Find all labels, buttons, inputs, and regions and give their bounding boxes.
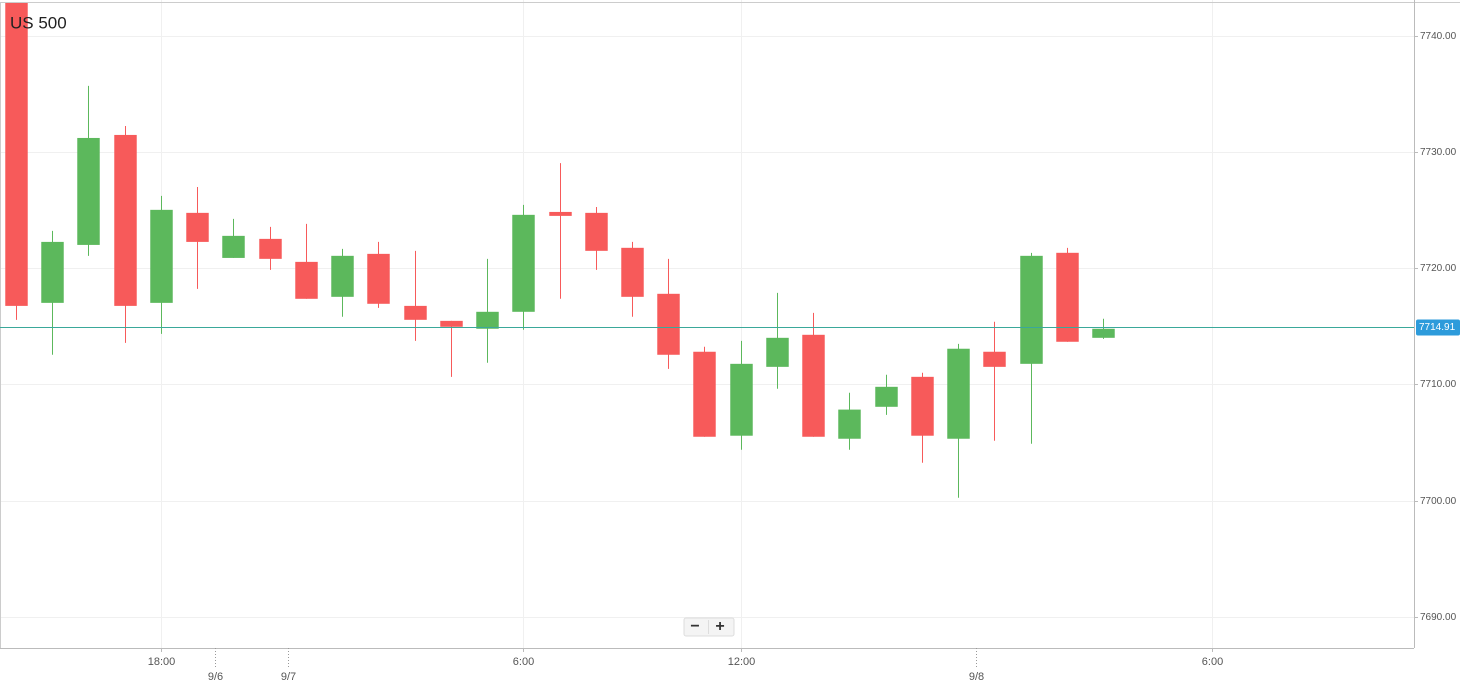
candle-body [512,214,535,312]
candle-body [875,386,898,407]
candle-body [838,409,861,439]
candle-body [621,247,644,297]
candle-body [222,235,245,258]
candle-body [259,238,282,259]
y-tick-label: 7710.00 [1420,379,1457,390]
candle-body [331,255,354,297]
date-tick-label: 9/6 [208,671,223,681]
candle-body [766,337,789,367]
last-price-label: 7714.91 [1419,322,1456,333]
y-tick-label: 7730.00 [1420,147,1457,158]
date-tick-label: 9/8 [969,671,984,681]
candle-body [114,134,137,306]
candle-body [186,212,209,242]
y-tick-label: 7740.00 [1420,31,1457,42]
candle-body [947,348,970,439]
y-tick-label: 7720.00 [1420,263,1457,274]
x-tick-label: 6:00 [513,656,534,668]
candle-body [150,209,173,303]
date-tick-label: 9/7 [281,671,296,681]
chart-title: US 500 [10,13,67,32]
candle-body [585,212,608,251]
last-price-box [1416,319,1460,336]
candle-body [1056,252,1079,342]
candle-body [657,293,680,355]
candle-body [41,241,64,303]
zoom-controls: − + [683,617,735,637]
candle-body [911,376,934,436]
y-tick-label: 7700.00 [1420,496,1457,507]
candle-body [983,351,1006,367]
candle-body [549,211,572,216]
candle-body [77,137,100,245]
y-tick-label: 7690.00 [1420,612,1457,623]
candle-body [367,253,390,304]
candle-body [295,261,318,299]
candle-body [693,351,716,437]
candle-body [5,3,28,306]
x-tick-label: 18:00 [148,656,176,668]
candle-body [476,311,499,329]
x-tick-label: 12:00 [728,656,756,668]
candle-body [1020,255,1043,364]
candle-body [404,305,427,320]
candle-body [802,334,825,437]
x-tick-label: 6:00 [1202,656,1223,668]
candle-body [730,363,753,436]
candles [5,3,1115,498]
zoom-in-button[interactable]: + [715,618,724,635]
zoom-out-button[interactable]: − [690,618,699,635]
candle-body [1092,328,1115,338]
candle-body [440,320,463,327]
